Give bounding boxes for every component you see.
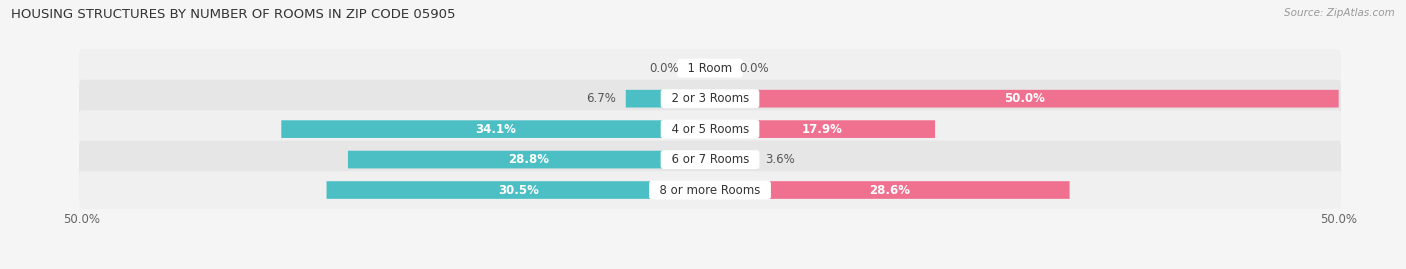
Text: 17.9%: 17.9% <box>801 123 844 136</box>
FancyBboxPatch shape <box>79 141 1341 178</box>
FancyBboxPatch shape <box>79 110 1341 148</box>
Text: 30.5%: 30.5% <box>498 183 538 197</box>
Text: 3.6%: 3.6% <box>765 153 796 166</box>
FancyBboxPatch shape <box>692 59 710 77</box>
Text: HOUSING STRUCTURES BY NUMBER OF ROOMS IN ZIP CODE 05905: HOUSING STRUCTURES BY NUMBER OF ROOMS IN… <box>11 8 456 21</box>
FancyBboxPatch shape <box>326 181 710 199</box>
FancyBboxPatch shape <box>347 151 710 168</box>
FancyBboxPatch shape <box>281 120 710 138</box>
Text: 0.0%: 0.0% <box>740 62 769 75</box>
FancyBboxPatch shape <box>710 90 1339 108</box>
Text: 0.0%: 0.0% <box>650 62 679 75</box>
Text: Source: ZipAtlas.com: Source: ZipAtlas.com <box>1284 8 1395 18</box>
FancyBboxPatch shape <box>79 80 1341 118</box>
Text: 6 or 7 Rooms: 6 or 7 Rooms <box>664 153 756 166</box>
Text: 28.6%: 28.6% <box>869 183 910 197</box>
FancyBboxPatch shape <box>626 90 710 108</box>
Text: 1 Room: 1 Room <box>681 62 740 75</box>
FancyBboxPatch shape <box>79 171 1341 209</box>
FancyBboxPatch shape <box>710 151 755 168</box>
Text: 6.7%: 6.7% <box>586 92 616 105</box>
Text: 8 or more Rooms: 8 or more Rooms <box>652 183 768 197</box>
FancyBboxPatch shape <box>710 120 935 138</box>
Text: 28.8%: 28.8% <box>509 153 550 166</box>
FancyBboxPatch shape <box>710 59 728 77</box>
Text: 2 or 3 Rooms: 2 or 3 Rooms <box>664 92 756 105</box>
Text: 50.0%: 50.0% <box>1004 92 1045 105</box>
Text: 34.1%: 34.1% <box>475 123 516 136</box>
FancyBboxPatch shape <box>79 49 1341 87</box>
FancyBboxPatch shape <box>710 181 1070 199</box>
Text: 4 or 5 Rooms: 4 or 5 Rooms <box>664 123 756 136</box>
